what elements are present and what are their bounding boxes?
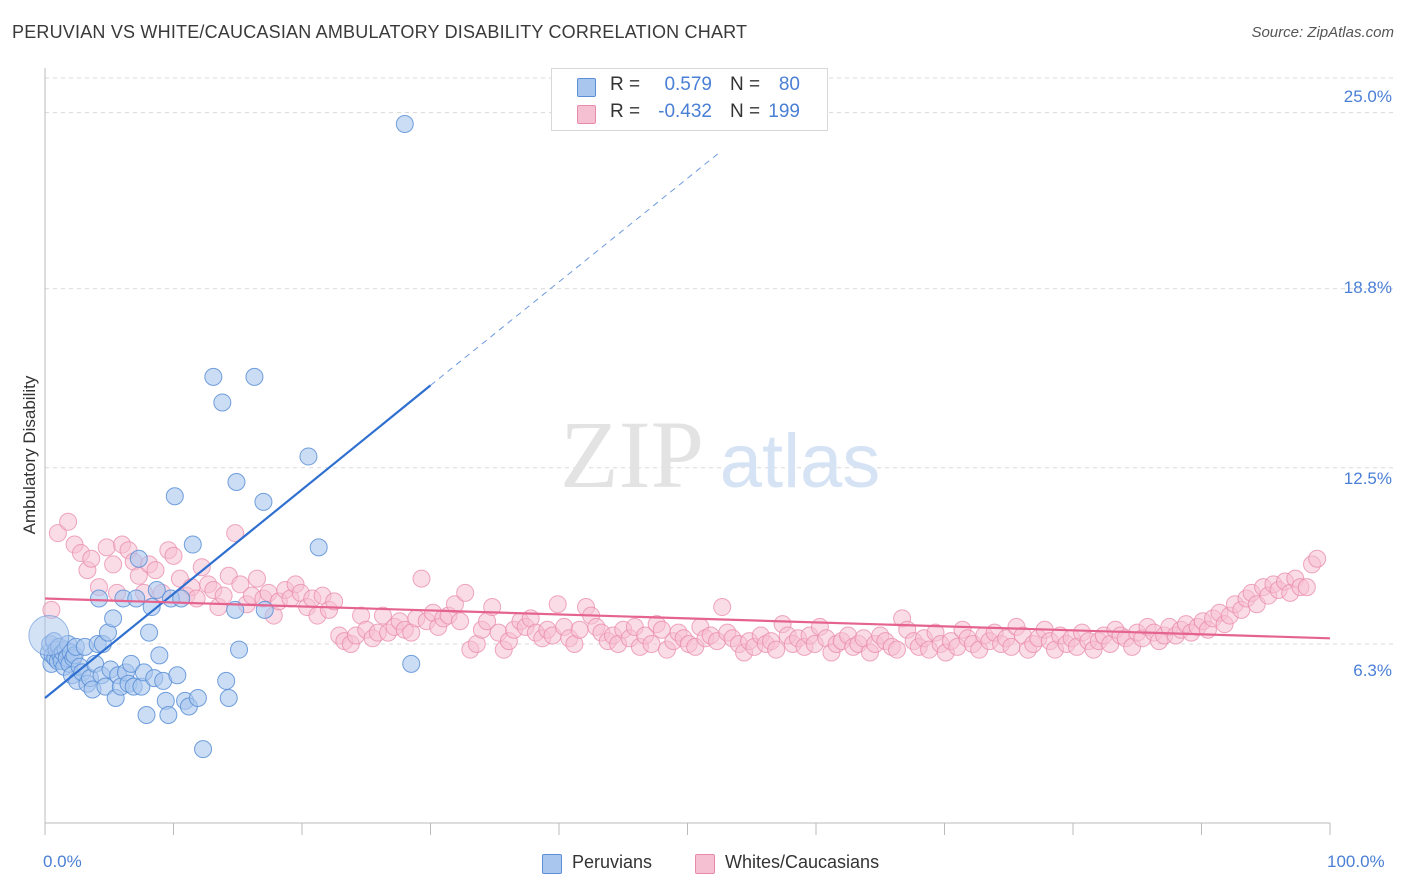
watermark-atlas: atlas (720, 419, 881, 504)
white-caucasian-point (1297, 578, 1316, 597)
peruvian-point (165, 487, 184, 506)
peruvians-legend-swatch (542, 854, 562, 874)
white-caucasian-point (1308, 549, 1327, 568)
peruvian-point (230, 640, 249, 659)
peruvian-point (159, 706, 178, 725)
stats-legend: R = 0.579 N = 80 R = -0.432 N = 199 (551, 68, 828, 131)
peruvian-point (168, 666, 187, 685)
white-caucasian-point (456, 583, 475, 602)
peruvian-point (122, 654, 141, 673)
peruvian-point (245, 367, 264, 386)
chart-title: PERUVIAN VS WHITE/CAUCASIAN AMBULATORY D… (12, 22, 748, 42)
y-tick-label: 18.8% (1343, 278, 1392, 297)
axes (44, 68, 1331, 835)
peruvian-point (147, 580, 166, 599)
peruvian-point (129, 549, 148, 568)
peruvian-point (402, 654, 421, 673)
peruvian-point (254, 492, 273, 511)
n-value: 199 (768, 101, 800, 122)
n-label: N = (730, 101, 761, 122)
stats-row-peruvians: R = 0.579 N = 80 (552, 74, 827, 100)
trend-lines (44, 152, 1331, 699)
white-caucasian-point (82, 549, 101, 568)
white-caucasian-point (104, 555, 123, 574)
peruvian-point (309, 538, 328, 557)
white-caucasian-point (713, 598, 732, 617)
white-caucasian-point (548, 595, 567, 614)
peruvian-point (219, 688, 238, 707)
white-caucasian-point (412, 569, 431, 588)
peruvians-points (28, 114, 421, 759)
white-caucasian-point (146, 561, 165, 580)
r-value: 0.579 (664, 74, 712, 95)
white-caucasian-point (97, 538, 116, 557)
watermark-zip: ZIP (560, 401, 704, 508)
peruvian-point (217, 671, 236, 690)
white-caucasian-point (767, 640, 786, 659)
y-tick-label: 6.3% (1353, 661, 1392, 680)
white-caucasian-point (231, 575, 250, 594)
white-caucasian-point (248, 569, 267, 588)
peruvian-point (188, 688, 207, 707)
x-tick-label-start: 0.0% (43, 852, 82, 871)
y-tick-label: 25.0% (1343, 87, 1392, 106)
whites-caucasians-points (42, 512, 1327, 662)
peruvian-point (104, 609, 123, 628)
x-tick-label-end: 100.0% (1327, 852, 1385, 871)
peruvian-point (137, 706, 156, 725)
peruvian-point (395, 114, 414, 133)
stats-row-whites: R = -0.432 N = 199 (552, 101, 827, 127)
legend-label: Peruvians (572, 852, 653, 872)
whites-swatch (577, 105, 596, 124)
whites-legend-swatch (695, 854, 715, 874)
peruvian-point (140, 623, 159, 642)
peruvian-point (255, 600, 274, 619)
white-caucasian-point (325, 592, 344, 611)
n-value: 80 (778, 74, 800, 95)
peruvian-point (299, 447, 318, 466)
white-caucasian-point (445, 595, 464, 614)
r-value: -0.432 (658, 101, 712, 122)
white-caucasian-point (164, 546, 183, 565)
r-label: R = (610, 74, 641, 95)
white-caucasian-point (642, 634, 661, 653)
white-caucasian-point (570, 620, 589, 639)
white-caucasian-point (226, 524, 245, 543)
white-caucasian-point (48, 524, 67, 543)
peruvians-trend-line (44, 384, 432, 699)
white-caucasian-point (887, 640, 906, 659)
peruvian-point (204, 367, 223, 386)
whites-trend-line (44, 597, 1331, 640)
peruvians-swatch (577, 78, 596, 97)
peruvian-cluster-point (28, 614, 70, 656)
white-caucasian-point (373, 606, 392, 625)
chart-source: Source: ZipAtlas.com (1251, 24, 1394, 41)
legend-label: Whites/Caucasians (725, 852, 880, 872)
peruvian-point (150, 646, 169, 665)
peruvian-point (127, 589, 146, 608)
peruvian-point (227, 473, 246, 492)
peruvians-trend-extension (430, 152, 720, 386)
white-caucasian-point (214, 586, 233, 605)
peruvian-point (194, 740, 213, 759)
white-caucasian-point (59, 512, 78, 531)
peruvian-point (89, 589, 108, 608)
y-tick-label: 12.5% (1343, 469, 1392, 488)
gridlines (45, 77, 1395, 645)
white-caucasian-point (192, 558, 211, 577)
white-caucasian-point (451, 612, 470, 631)
n-label: N = (730, 74, 761, 95)
r-label: R = (610, 101, 641, 122)
peruvian-point (213, 393, 232, 412)
peruvian-point (183, 535, 202, 554)
